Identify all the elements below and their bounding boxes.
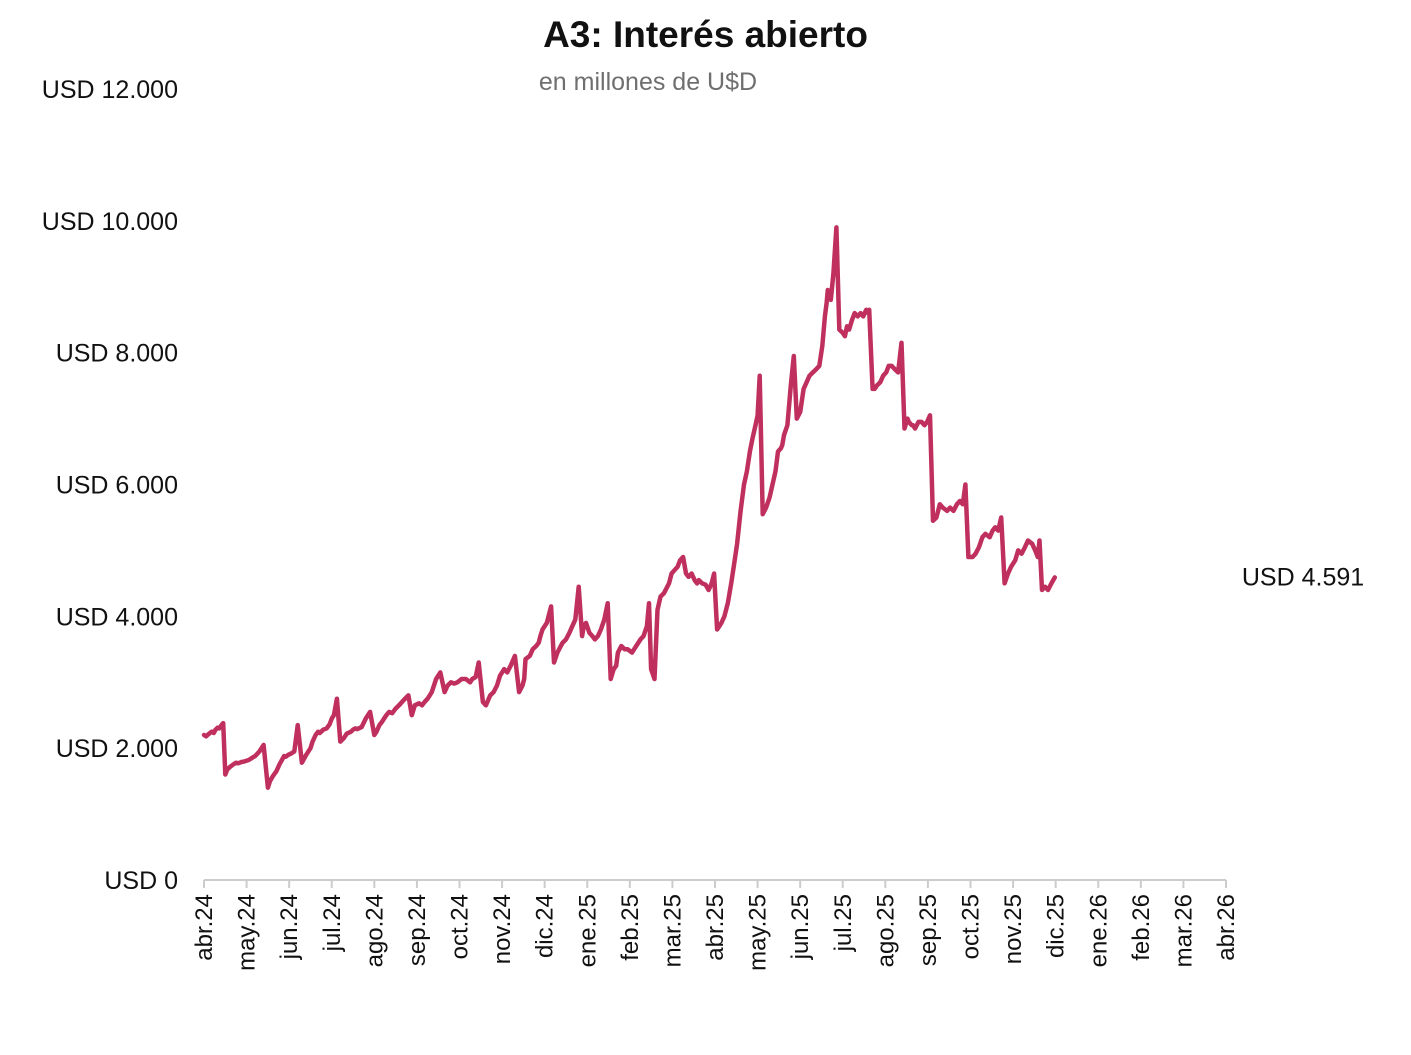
y-tick-label: USD 8.000 — [56, 340, 178, 368]
x-tick-label: abr.24 — [191, 894, 218, 961]
x-tick-label: jun.24 — [276, 894, 303, 960]
x-tick-label: ene.25 — [574, 894, 601, 967]
x-tick-label: ene.26 — [1085, 894, 1112, 967]
y-tick-label: USD 12.000 — [42, 76, 178, 104]
x-tick-label: abr.26 — [1213, 894, 1240, 961]
x-tick-label: mar.25 — [659, 894, 686, 967]
x-axis-ticks: abr.24 may.24 jun.24 jul.24 ago.24 sep.24 oct.… — [191, 880, 1240, 971]
y-tick-label: USD 10.000 — [42, 208, 178, 236]
x-tick-label: ago.25 — [872, 894, 899, 967]
x-tick-label: jul.24 — [319, 894, 346, 952]
x-tick-label: sep.24 — [404, 894, 431, 966]
x-tick-label: feb.25 — [617, 894, 644, 961]
chart-subtitle: en millones de U$D — [538, 68, 758, 96]
x-tick-label: nov.25 — [1000, 894, 1027, 964]
x-tick-label: dic.25 — [1043, 894, 1070, 958]
x-tick-label: oct.24 — [447, 894, 474, 959]
x-tick-label: mar.26 — [1170, 894, 1197, 967]
end-value-label: USD 4.591 — [1242, 563, 1364, 591]
x-tick-label: may.25 — [745, 894, 772, 971]
x-tick-label: sep.25 — [915, 894, 942, 966]
x-tick-label: jul.25 — [830, 894, 857, 952]
chart-title: A3: Interés abierto — [543, 14, 868, 55]
x-tick-label: may.24 — [234, 894, 261, 971]
x-tick-label: feb.26 — [1128, 894, 1155, 961]
y-tick-label: USD 4.000 — [56, 603, 178, 631]
y-tick-label: USD 2.000 — [56, 735, 178, 763]
y-tick-label: USD 6.000 — [56, 472, 178, 500]
x-tick-label: ago.24 — [361, 894, 388, 967]
y-axis-tick-labels: USD 0 USD 2.000 USD 4.000 USD 6.000 USD 8.00… — [42, 76, 178, 895]
x-tick-label: oct.25 — [958, 894, 985, 959]
x-tick-label: abr.25 — [702, 894, 729, 961]
series-line — [201, 225, 1058, 790]
y-tick-label: USD 0 — [104, 867, 178, 895]
x-tick-label: dic.24 — [532, 894, 559, 958]
x-tick-label: jun.25 — [787, 894, 814, 960]
x-tick-label: nov.24 — [489, 894, 516, 964]
